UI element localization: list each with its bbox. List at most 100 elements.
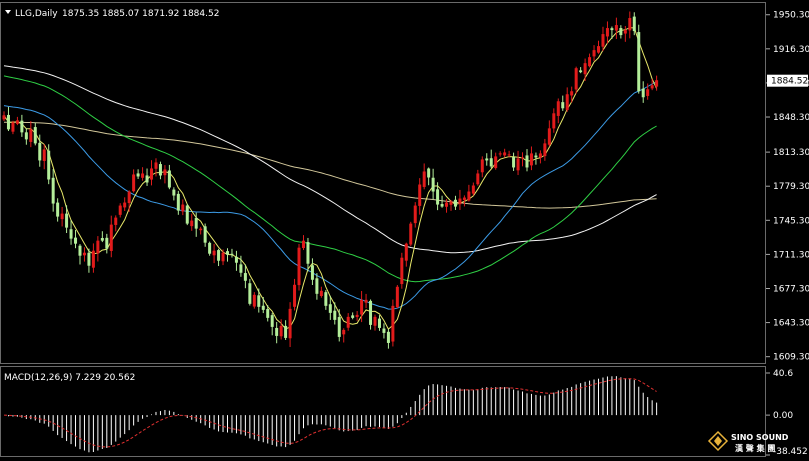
candle-body: [480, 159, 484, 173]
candle-body: [226, 251, 229, 255]
candle-body: [141, 173, 145, 178]
candle-body: [436, 189, 440, 205]
candle-body: [650, 85, 654, 89]
candle-body: [145, 175, 149, 183]
candle-body: [449, 201, 453, 205]
macd-indicator: [3, 376, 658, 453]
price-panel-frame: [0, 2, 766, 364]
candle-body: [100, 238, 104, 241]
candle-body: [503, 152, 507, 156]
candle-body: [538, 153, 542, 158]
candle-body: [512, 156, 516, 168]
candle-body: [507, 154, 511, 156]
candle-body: [87, 252, 91, 266]
candle-body: [29, 129, 33, 142]
macd-panel-frame: [0, 366, 766, 457]
candle-body: [369, 300, 373, 325]
price-tick-label: 1711.30: [773, 250, 809, 260]
candle-body: [485, 158, 489, 161]
price-tick-label: 1779.30: [773, 182, 809, 192]
menu-triangle-icon[interactable]: [5, 10, 11, 14]
candle-body: [310, 265, 314, 280]
logo-name-cn: 漢 聲 集 團: [735, 443, 775, 453]
diamond-core-icon: [714, 436, 722, 446]
candle-body: [431, 177, 435, 192]
candle-body: [69, 229, 73, 239]
candle-body: [194, 218, 198, 229]
logo-name: SINO SOUND: [731, 433, 789, 442]
candle-body: [252, 294, 256, 307]
candle-body: [42, 149, 46, 161]
current-price-label: 1884.52: [771, 77, 808, 87]
candle-body: [351, 315, 355, 318]
candle-body: [525, 155, 529, 168]
candle-body: [261, 305, 265, 310]
candle-body: [109, 224, 113, 251]
candle-body: [288, 308, 292, 339]
candle-body: [239, 264, 243, 273]
candle-body: [342, 329, 346, 335]
candle-body: [127, 191, 131, 204]
candle-body: [167, 170, 171, 188]
ma-tan-line: [4, 121, 657, 209]
candle-body: [489, 158, 493, 167]
candle-body: [6, 114, 10, 130]
candle-body: [377, 318, 381, 328]
candle-body: [655, 80, 659, 87]
candle-body: [400, 257, 404, 285]
candle-body: [552, 113, 556, 129]
candle-body: [328, 304, 332, 313]
candle-body: [440, 204, 444, 207]
candle-body: [266, 308, 270, 318]
candle-body: [172, 189, 176, 196]
macd-tick-label: 0.00: [773, 411, 793, 421]
candle-body: [445, 202, 449, 207]
candle-body: [154, 162, 158, 169]
candle-body: [574, 68, 578, 90]
price-tick-label: 1609.30: [773, 353, 809, 363]
candle-body: [190, 220, 194, 227]
candle-body: [176, 193, 180, 211]
diamond-logo-icon: [707, 430, 729, 452]
candle-body: [217, 250, 221, 261]
candle-body: [561, 102, 565, 109]
candle-body: [212, 250, 216, 256]
price-tick-label: 1643.30: [773, 319, 809, 329]
candle-body: [543, 143, 547, 157]
candle-body: [534, 155, 538, 158]
candle-body: [346, 316, 350, 328]
candle-body: [105, 237, 109, 249]
candle-body: [579, 70, 583, 73]
candle-body: [610, 28, 614, 31]
candle-body: [355, 314, 359, 318]
ohlc-values: 1875.35 1885.07 1871.92 1884.52: [62, 9, 219, 19]
candle-body: [11, 122, 15, 132]
candle-body: [279, 325, 283, 337]
price-tick-label: 1677.30: [773, 284, 809, 294]
candle-body: [297, 247, 301, 286]
symbol-label: LLG,Daily: [15, 9, 58, 19]
candle-body: [136, 173, 140, 177]
candle-body: [601, 34, 605, 47]
candle-body: [15, 120, 19, 124]
candle-body: [221, 252, 225, 262]
ma-mid-line: [3, 81, 657, 310]
candle-body: [123, 202, 127, 208]
candle-body: [467, 191, 471, 201]
candle-body: [395, 286, 399, 308]
candle-body: [324, 292, 328, 306]
candle-body: [319, 290, 323, 297]
candle-body: [96, 240, 100, 254]
candle-body: [565, 94, 569, 110]
candle-body: [462, 197, 466, 200]
candle-body: [301, 240, 305, 249]
candle-body: [2, 115, 6, 120]
candle-body: [284, 325, 288, 338]
candle-body: [418, 184, 422, 206]
candle-body: [78, 245, 82, 256]
candle-body: [623, 30, 627, 34]
candle-body: [315, 278, 319, 294]
candle-body: [427, 168, 431, 178]
